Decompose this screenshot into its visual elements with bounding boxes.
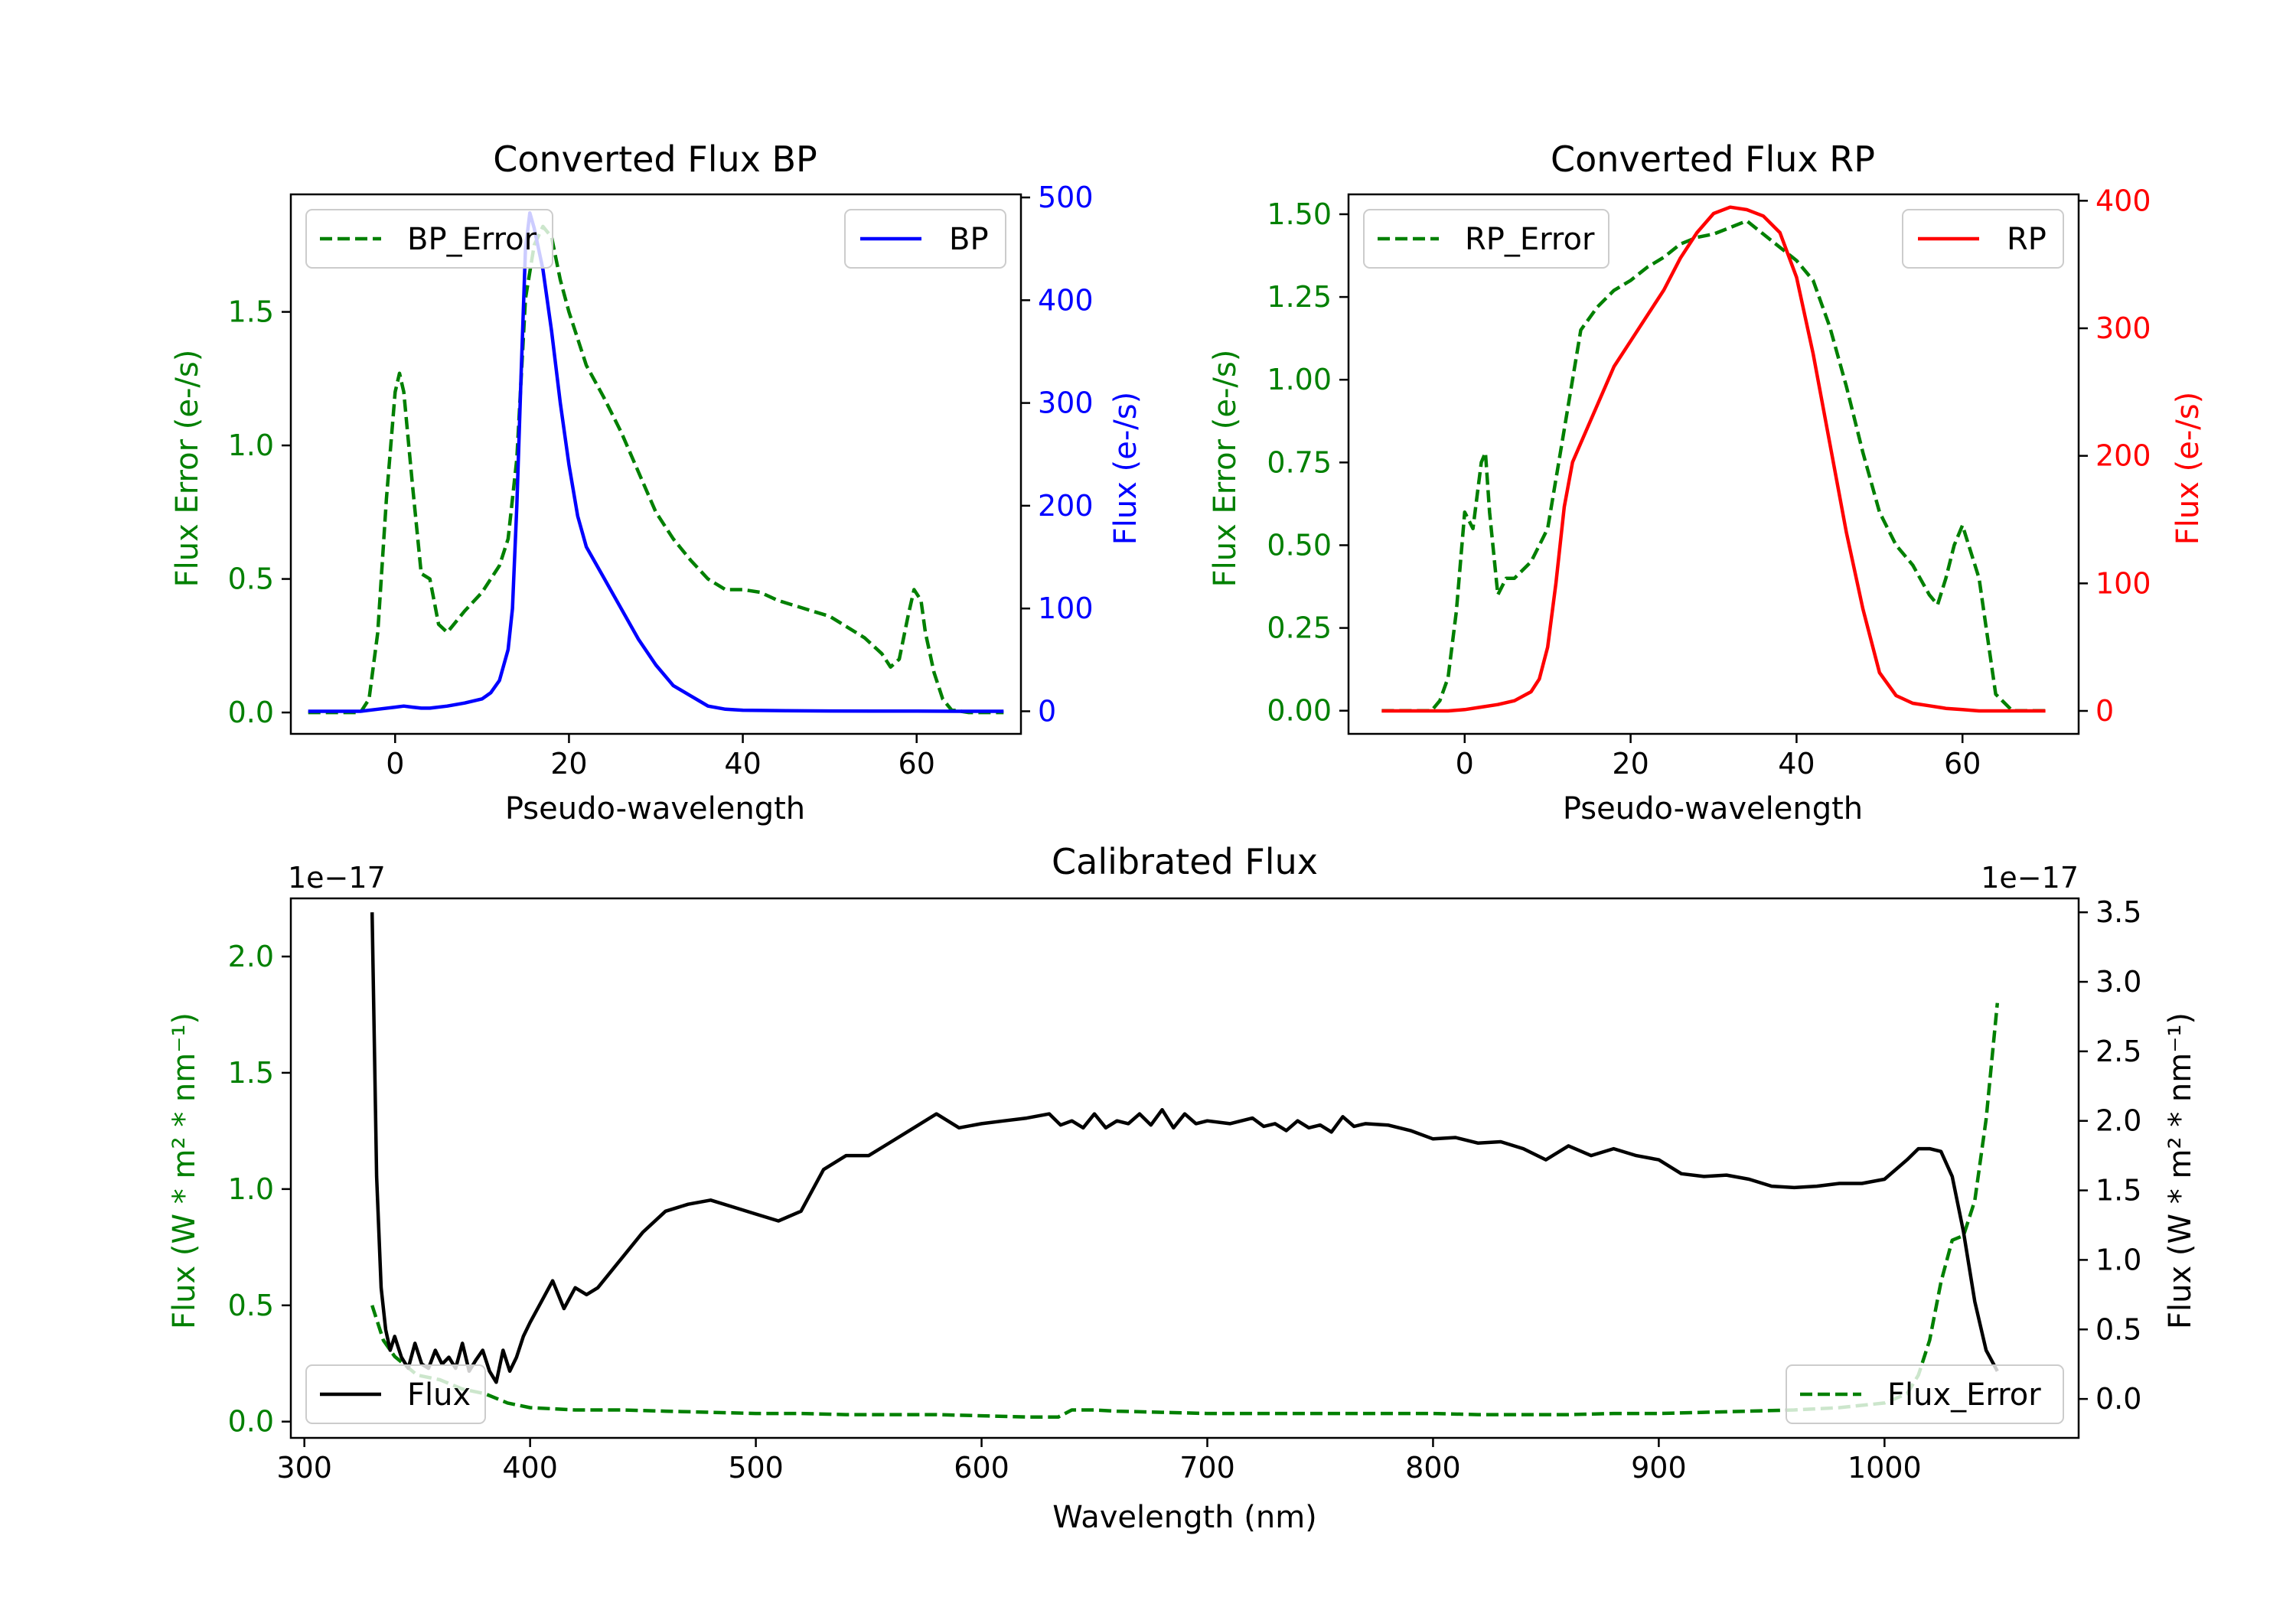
rp-right-tick-label: 400 xyxy=(2095,184,2151,217)
bp-left-axis-label: Flux Error (e-/s) xyxy=(170,350,205,588)
bp-panel: Converted Flux BP Pseudo-wavelength Flux… xyxy=(170,139,1143,826)
rp-left-tick-label: 0.50 xyxy=(1267,528,1332,562)
calibrated-right-tick-label: 2.5 xyxy=(2095,1035,2141,1068)
calibrated-right-tick-label: 3.5 xyxy=(2095,895,2141,929)
calibrated-chart-title: Calibrated Flux xyxy=(1052,841,1318,882)
calibrated-legend-flux-box xyxy=(305,1364,486,1424)
calibrated-right-tick-label: 1.5 xyxy=(2095,1174,2141,1208)
rp-legend-flux-box xyxy=(1902,209,2064,269)
rp-plot-frame xyxy=(1347,193,2080,735)
calibrated-panel: Calibrated Flux Wavelength (nm) Flux (W … xyxy=(167,841,2198,1535)
calibrated-series-flux-line xyxy=(370,912,1999,1384)
calibrated-left-tick-label: 2.0 xyxy=(228,940,274,973)
rp-marks: 0 20 40 60 0.00 0.25 0.50 0.75 1.00 1.25 1.50 0 100 2… xyxy=(1267,184,2151,781)
bp-x-axis-label: Pseudo-wavelength xyxy=(505,791,805,826)
bp-x-tick-label: 0 xyxy=(386,747,404,781)
bp-plot-frame xyxy=(289,193,1022,735)
bp-legend-error-box xyxy=(305,209,553,269)
calibrated-x-tick-label: 500 xyxy=(728,1451,784,1485)
calibrated-right-tick-label: 1.0 xyxy=(2095,1243,2141,1276)
rp-x-tick-label: 0 xyxy=(1456,747,1474,781)
calibrated-x-tick-label: 900 xyxy=(1631,1451,1687,1485)
calibrated-left-tick-label: 0.0 xyxy=(228,1405,274,1439)
bp-right-tick-label: 200 xyxy=(1038,489,1094,523)
calibrated-right-tick-label: 0.0 xyxy=(2095,1382,2141,1416)
calibrated-legend-flux-text: Flux xyxy=(407,1377,471,1413)
bp-left-tick-label: 0.0 xyxy=(228,696,274,729)
rp-legend-error-box xyxy=(1363,209,1609,269)
rp-legend-error-text: RP_Error xyxy=(1465,222,1595,257)
calibrated-left-offset-text: 1e−17 xyxy=(288,861,386,895)
calibrated-x-tick-label: 700 xyxy=(1179,1451,1235,1485)
calibrated-x-tick-label: 1000 xyxy=(1848,1451,1922,1485)
bp-legend-error: BP_Error xyxy=(305,209,553,269)
calibrated-left-tick-label: 1.5 xyxy=(228,1056,274,1090)
calibrated-plot-frame xyxy=(289,897,2080,1439)
bp-x-tick-label: 60 xyxy=(899,747,935,781)
calibrated-x-tick-label: 600 xyxy=(954,1451,1009,1485)
calibrated-right-tick-label: 2.0 xyxy=(2095,1104,2141,1138)
rp-right-tick-label: 300 xyxy=(2095,311,2151,345)
calibrated-legend-error-box xyxy=(1786,1364,2064,1424)
bp-legend-flux-box xyxy=(844,209,1006,269)
rp-right-axis-label: Flux (e-/s) xyxy=(2170,392,2206,545)
rp-legend-error: RP_Error xyxy=(1363,209,1609,269)
bp-left-tick-label: 1.5 xyxy=(228,295,274,329)
bp-legend-flux-text: BP xyxy=(949,222,989,257)
calibrated-left-tick-label: 1.0 xyxy=(228,1172,274,1206)
bp-x-tick-label: 40 xyxy=(724,747,761,781)
rp-left-tick-label: 0.75 xyxy=(1267,445,1332,479)
calibrated-right-tick-label: 3.0 xyxy=(2095,965,2141,999)
bp-marks: 0 20 40 60 0.0 0.5 1.0 1.5 0 100 200 300 400 500 xyxy=(228,181,1094,781)
bp-left-tick-label: 0.5 xyxy=(228,562,274,596)
rp-x-tick-label: 20 xyxy=(1612,747,1649,781)
bp-right-tick-label: 400 xyxy=(1038,283,1094,317)
rp-chart-title: Converted Flux RP xyxy=(1551,139,1875,180)
bp-right-tick-label: 500 xyxy=(1038,181,1094,214)
calibrated-legend-error-text: Flux_Error xyxy=(1887,1377,2041,1413)
rp-left-axis-label: Flux Error (e-/s) xyxy=(1208,350,1243,588)
bp-right-tick-label: 100 xyxy=(1038,592,1094,625)
rp-left-tick-label: 0.00 xyxy=(1267,694,1332,728)
rp-left-tick-label: 1.25 xyxy=(1267,280,1332,314)
bp-right-tick-label: 300 xyxy=(1038,386,1094,420)
bp-series-bp-error-line xyxy=(308,224,1004,715)
rp-series-rp-line xyxy=(1381,205,2046,713)
bp-series-bp-line xyxy=(308,210,1004,713)
rp-panel: Converted Flux RP Pseudo-wavelength Flux… xyxy=(1208,139,2206,826)
rp-right-tick-label: 0 xyxy=(2095,694,2114,728)
calibrated-x-tick-label: 800 xyxy=(1405,1451,1461,1485)
rp-left-tick-label: 1.00 xyxy=(1267,363,1332,396)
calibrated-left-axis-label: Flux (W * m² * nm⁻¹) xyxy=(167,1012,202,1329)
calibrated-right-axis-label: Flux (W * m² * nm⁻¹) xyxy=(2163,1012,2198,1329)
rp-legend-flux: RP xyxy=(1902,209,2064,269)
calibrated-x-axis-label: Wavelength (nm) xyxy=(1052,1500,1317,1535)
rp-series-rp-error-line xyxy=(1381,219,2046,712)
bp-right-axis-label: Flux (e-/s) xyxy=(1108,392,1143,545)
bp-legend-flux: BP xyxy=(844,209,1006,269)
calibrated-right-offset-text: 1e−17 xyxy=(1981,861,2079,895)
calibrated-left-tick-label: 0.5 xyxy=(228,1289,274,1322)
calibrated-series-flux-error-line xyxy=(370,1002,2000,1419)
rp-left-tick-label: 0.25 xyxy=(1267,611,1332,645)
rp-right-tick-label: 200 xyxy=(2095,439,2151,473)
calibrated-legend-error: Flux_Error xyxy=(1786,1364,2064,1424)
rp-x-tick-label: 40 xyxy=(1778,747,1815,781)
bp-legend-error-text: BP_Error xyxy=(407,222,537,257)
calibrated-marks: 300 400 500 600 700 800 900 1000 0.0 0.5 1.0 1.5 2.0… xyxy=(228,895,2142,1485)
bp-right-tick-label: 0 xyxy=(1038,694,1056,728)
rp-legend-flux-text: RP xyxy=(2007,222,2047,257)
rp-x-axis-label: Pseudo-wavelength xyxy=(1563,791,1863,826)
calibrated-right-tick-label: 0.5 xyxy=(2095,1312,2141,1346)
rp-x-tick-label: 60 xyxy=(1944,747,1981,781)
calibrated-x-tick-label: 300 xyxy=(276,1451,332,1485)
rp-right-tick-label: 100 xyxy=(2095,566,2151,600)
bp-x-tick-label: 20 xyxy=(550,747,587,781)
bp-left-tick-label: 1.0 xyxy=(228,429,274,462)
rp-left-tick-label: 1.50 xyxy=(1267,197,1332,231)
calibrated-legend-flux: Flux xyxy=(305,1364,486,1424)
calibrated-x-tick-label: 400 xyxy=(502,1451,558,1485)
bp-chart-title: Converted Flux BP xyxy=(493,139,817,180)
